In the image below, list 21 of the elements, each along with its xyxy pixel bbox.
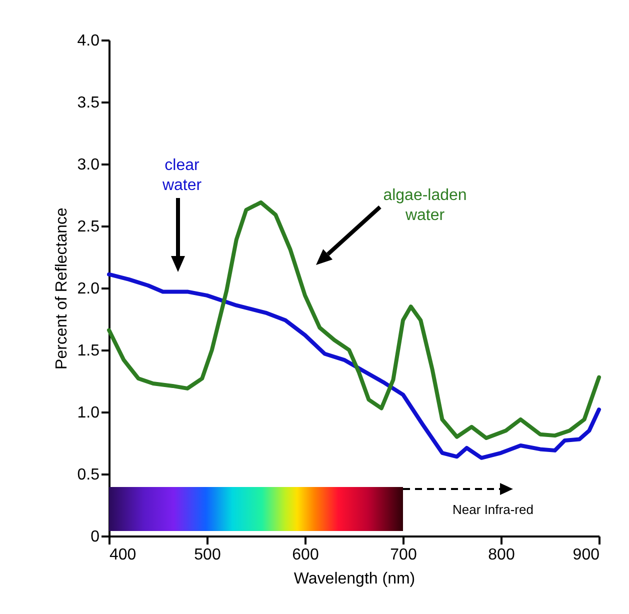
y-axis-title: Percent of Reflectance [53, 207, 70, 370]
y-tick-label: 3.0 [77, 156, 100, 174]
x-tick-label: 400 [110, 546, 136, 564]
x-tick-label: 600 [292, 546, 319, 564]
x-tick-label: 700 [390, 546, 417, 564]
x-tick-label: 800 [488, 546, 515, 564]
line-series [107, 272, 601, 460]
y-tick-label: 0 [90, 528, 100, 546]
text: algae-laden water [382, 186, 468, 226]
y-tick-label: 1.0 [77, 404, 100, 422]
y-tick-label: 0.5 [77, 466, 100, 484]
x-tick-label: 900 [572, 546, 600, 564]
annotation: Near Infra-red [452, 501, 534, 519]
text: clear water [161, 156, 203, 196]
y-tick-label: 2.5 [77, 218, 100, 236]
y-tick-label: 1.5 [77, 342, 100, 360]
x-tick-label: 500 [194, 546, 221, 564]
y-tick-label: 2.0 [77, 280, 100, 298]
y-tick-label: 4.0 [77, 32, 100, 50]
x-axis-title: Wavelength (nm) [294, 570, 416, 588]
y-tick-label: 3.5 [77, 94, 100, 112]
